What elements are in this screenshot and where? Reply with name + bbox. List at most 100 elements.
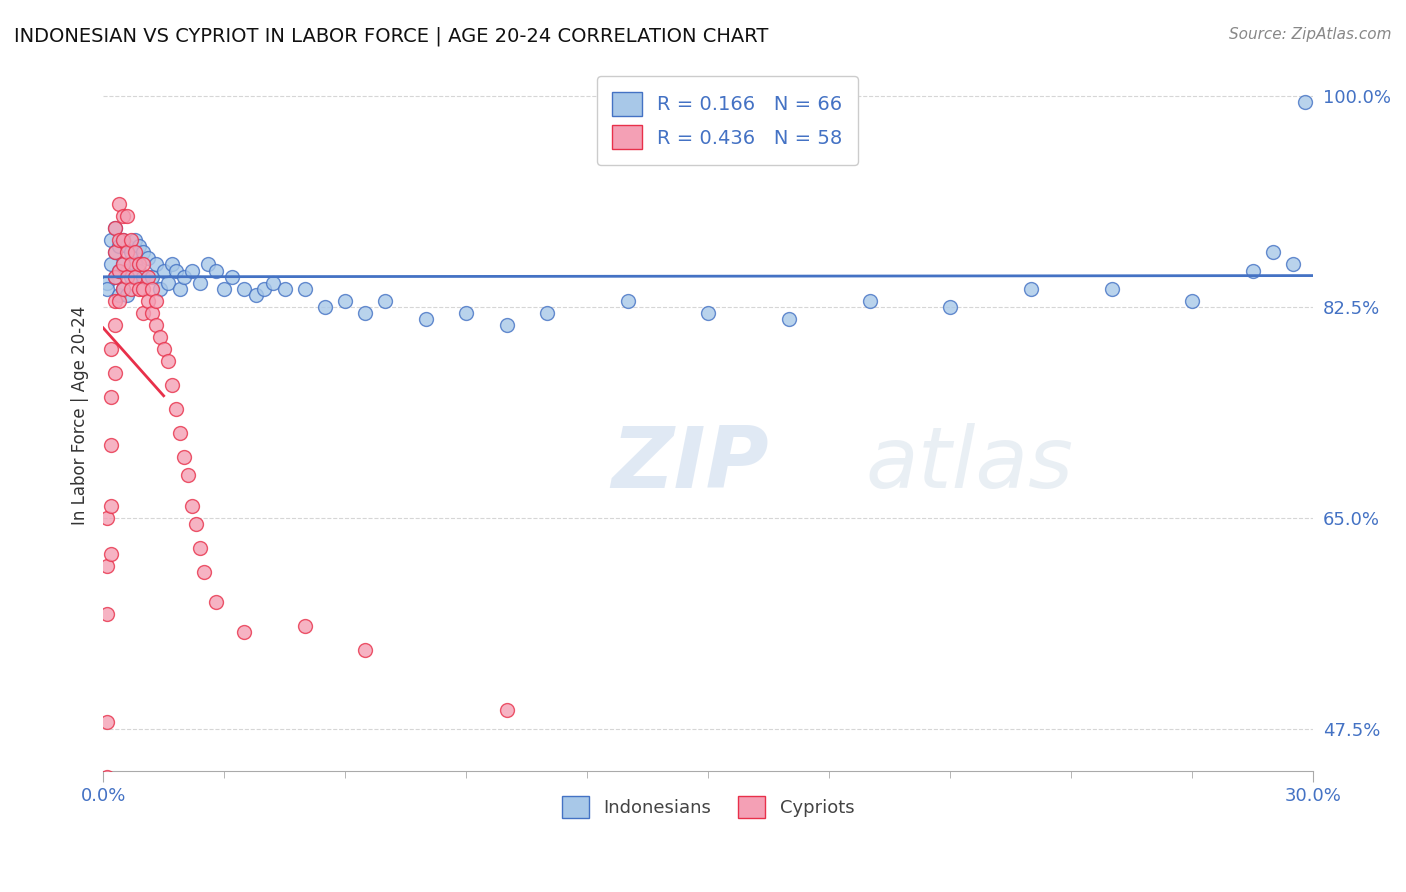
Point — [128, 258, 150, 272]
Point — [1019, 282, 1042, 296]
Point — [108, 233, 131, 247]
Point — [858, 293, 880, 308]
Point — [104, 245, 127, 260]
Point — [104, 293, 127, 308]
Point — [165, 263, 187, 277]
Point — [96, 770, 118, 784]
Point — [117, 239, 139, 253]
Point — [294, 619, 316, 633]
Point — [124, 245, 146, 260]
Point — [108, 197, 131, 211]
Point — [180, 263, 202, 277]
Point — [136, 269, 159, 284]
Text: Source: ZipAtlas.com: Source: ZipAtlas.com — [1229, 27, 1392, 42]
Point — [1241, 263, 1264, 277]
Point — [1101, 282, 1123, 296]
Point — [100, 547, 122, 561]
Point — [112, 282, 135, 296]
Y-axis label: In Labor Force | Age 20-24: In Labor Force | Age 20-24 — [72, 306, 89, 524]
Point — [173, 269, 195, 284]
Point — [96, 276, 118, 290]
Point — [108, 263, 131, 277]
Point — [333, 293, 356, 308]
Point — [145, 293, 167, 308]
Point — [165, 402, 187, 417]
Point — [141, 269, 163, 284]
Point — [100, 390, 122, 404]
Point — [188, 276, 211, 290]
Point — [132, 282, 155, 296]
Point — [96, 558, 118, 573]
Point — [245, 287, 267, 301]
Point — [104, 269, 127, 284]
Point — [205, 263, 228, 277]
Point — [104, 318, 127, 332]
Point — [188, 541, 211, 555]
Point — [120, 233, 142, 247]
Point — [354, 306, 377, 320]
Point — [273, 282, 295, 296]
Point — [104, 366, 127, 380]
Point — [108, 287, 131, 301]
Point — [117, 209, 139, 223]
Point — [173, 450, 195, 465]
Point — [495, 703, 517, 717]
Point — [132, 306, 155, 320]
Point — [104, 221, 127, 235]
Point — [177, 468, 200, 483]
Point — [120, 282, 142, 296]
Point — [128, 239, 150, 253]
Point — [415, 311, 437, 326]
Point — [112, 258, 135, 272]
Point — [314, 300, 336, 314]
Point — [100, 258, 122, 272]
Point — [108, 239, 131, 253]
Point — [120, 269, 142, 284]
Point — [616, 293, 638, 308]
Point — [100, 438, 122, 452]
Text: INDONESIAN VS CYPRIOT IN LABOR FORCE | AGE 20-24 CORRELATION CHART: INDONESIAN VS CYPRIOT IN LABOR FORCE | A… — [14, 27, 769, 46]
Point — [96, 607, 118, 621]
Text: atlas: atlas — [866, 424, 1074, 507]
Point — [221, 269, 243, 284]
Point — [197, 258, 219, 272]
Point — [193, 565, 215, 579]
Point — [1294, 95, 1316, 109]
Point — [262, 276, 284, 290]
Point — [124, 269, 146, 284]
Point — [120, 245, 142, 260]
Point — [100, 342, 122, 356]
Point — [117, 287, 139, 301]
Point — [149, 330, 172, 344]
Point — [136, 252, 159, 266]
Point — [180, 499, 202, 513]
Point — [117, 263, 139, 277]
Point — [100, 499, 122, 513]
Point — [495, 318, 517, 332]
Point — [1282, 258, 1305, 272]
Point — [141, 306, 163, 320]
Point — [145, 318, 167, 332]
Point — [1261, 245, 1284, 260]
Point — [152, 342, 174, 356]
Point — [112, 209, 135, 223]
Text: ZIP: ZIP — [612, 424, 769, 507]
Point — [160, 378, 183, 392]
Point — [108, 293, 131, 308]
Point — [152, 263, 174, 277]
Point — [778, 311, 800, 326]
Point — [160, 258, 183, 272]
Point — [354, 643, 377, 657]
Point — [112, 282, 135, 296]
Point — [104, 269, 127, 284]
Point — [112, 233, 135, 247]
Point — [100, 233, 122, 247]
Point — [112, 258, 135, 272]
Point — [112, 233, 135, 247]
Point — [169, 426, 191, 441]
Point — [149, 282, 172, 296]
Point — [141, 282, 163, 296]
Point — [108, 263, 131, 277]
Point — [124, 233, 146, 247]
Point — [939, 300, 962, 314]
